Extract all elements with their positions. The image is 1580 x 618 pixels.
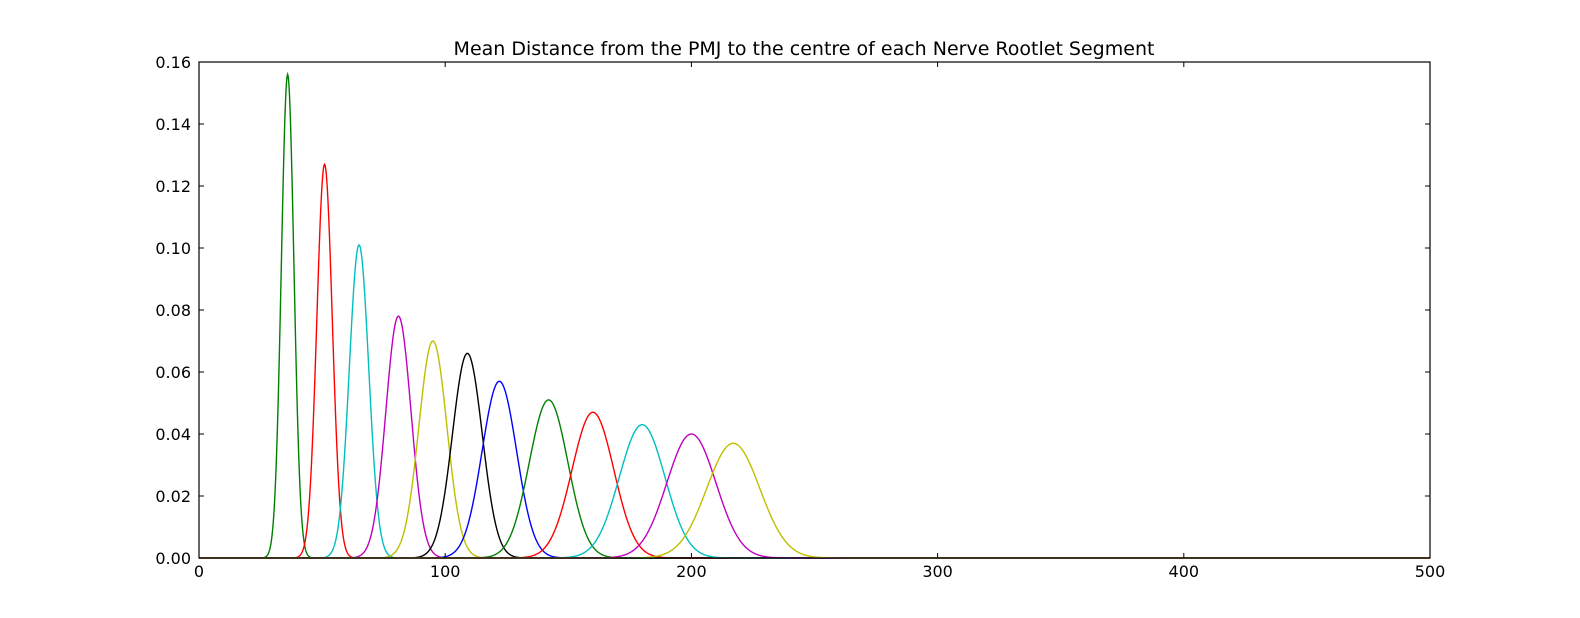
series-curve-3 (199, 243, 1430, 559)
series-curve-8 (199, 399, 1430, 559)
series-curve-11 (199, 433, 1430, 559)
y-tick-label: 0.16 (155, 53, 191, 72)
y-tick-label: 0.08 (155, 301, 191, 320)
x-tick-label: 500 (1415, 562, 1446, 581)
y-tick-label: 0.02 (155, 487, 191, 506)
y-tick-label: 0.04 (155, 425, 191, 444)
ticks-group: 0 100 200 300 400 500 0.00 0.02 0.04 0.06 0.08 0.10… (155, 53, 1445, 581)
series-curve-10 (199, 423, 1430, 559)
series-curve-5 (199, 340, 1430, 559)
series-curve-4 (199, 315, 1430, 559)
y-tick-label: 0.10 (155, 239, 191, 258)
chart-title: Mean Distance from the PMJ to the centre… (454, 38, 1155, 60)
curves-group (199, 71, 1430, 559)
y-tick-label: 0.00 (155, 549, 191, 568)
x-tick-label: 100 (430, 562, 461, 581)
series-curve-6 (199, 352, 1430, 559)
plot-frame (198, 61, 1431, 559)
x-tick-label: 0 (194, 562, 204, 581)
x-tick-label: 300 (922, 562, 953, 581)
x-tick-label: 400 (1169, 562, 1200, 581)
series-curve-1 (199, 71, 1430, 559)
series-curve-12 (199, 442, 1430, 559)
x-tick-label: 200 (676, 562, 707, 581)
series-curve-7 (199, 380, 1430, 559)
y-tick-label: 0.06 (155, 363, 191, 382)
series-curve-2 (199, 162, 1430, 559)
y-tick-label: 0.14 (155, 115, 191, 134)
y-tick-label: 0.12 (155, 177, 191, 196)
